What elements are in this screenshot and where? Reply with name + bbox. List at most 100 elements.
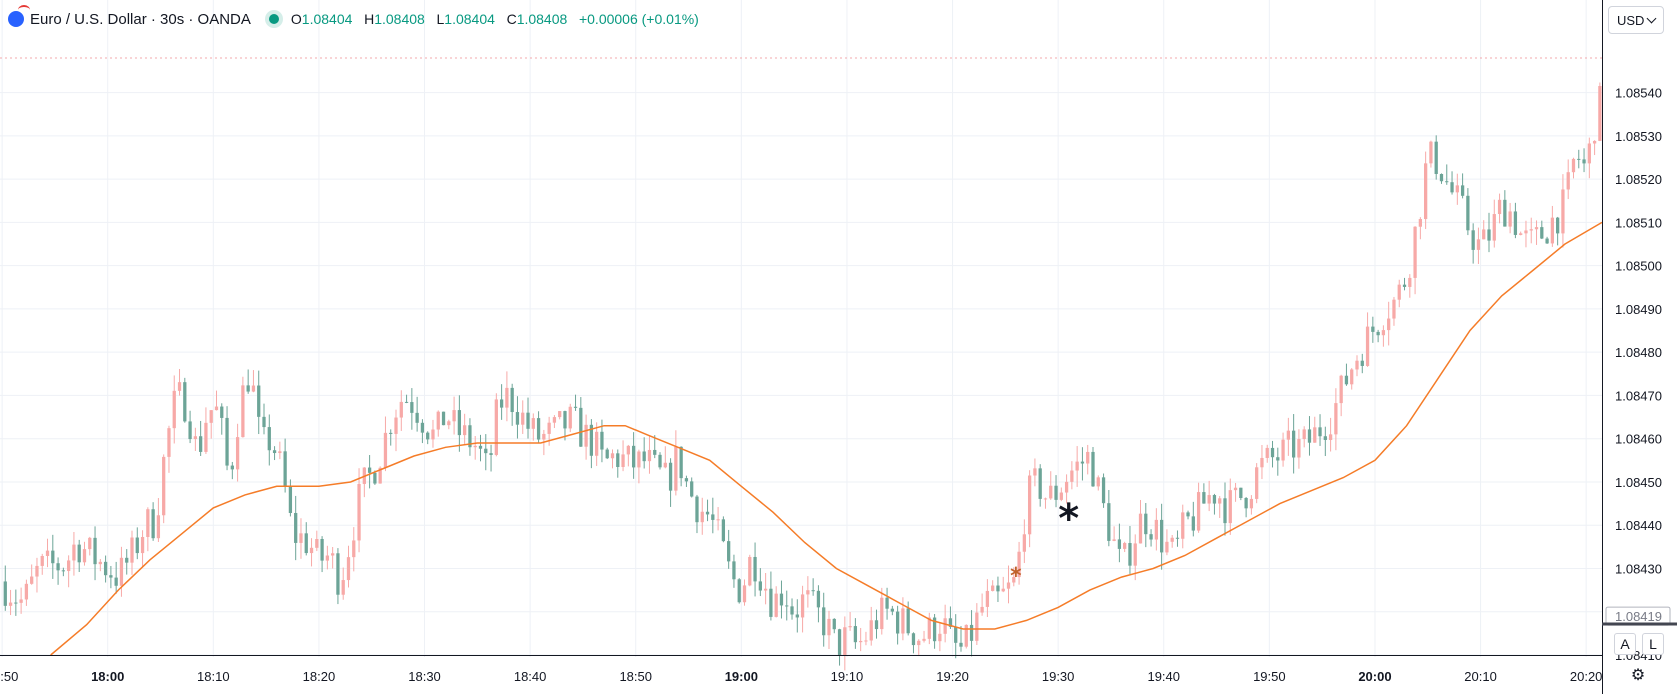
candle	[1392, 296, 1396, 326]
candle	[209, 410, 213, 439]
candle	[40, 553, 44, 575]
candle	[1503, 190, 1507, 227]
price-tick-label: 1.08460	[1615, 432, 1662, 447]
candle	[1091, 446, 1095, 487]
candle	[251, 370, 256, 393]
candle	[114, 561, 118, 594]
candle	[521, 400, 525, 434]
candle	[1086, 444, 1090, 475]
candle	[779, 580, 784, 619]
candle	[811, 578, 815, 596]
candle	[917, 639, 921, 657]
candle	[827, 610, 831, 650]
candle	[415, 396, 419, 432]
time-tick-label: 20:10	[1464, 669, 1497, 684]
currency-selector[interactable]: USD	[1608, 6, 1664, 34]
candle	[563, 410, 567, 441]
candle	[257, 370, 261, 435]
candle	[193, 427, 198, 451]
candle	[1534, 220, 1539, 245]
price-tick-label: 1.08480	[1615, 345, 1662, 360]
candle	[616, 449, 620, 478]
time-tick-label: 18:30	[408, 669, 441, 684]
candle	[1170, 534, 1174, 548]
candle	[1033, 458, 1037, 487]
candle	[463, 413, 467, 445]
time-axis[interactable]: 17:50 18:00 18:10 18:20 18:30 18:40 18:50 19:00…	[0, 655, 1602, 685]
candle	[668, 458, 673, 507]
candle	[795, 599, 799, 633]
log-scale-button[interactable]: L	[1642, 633, 1664, 655]
candle	[1492, 199, 1496, 248]
candle	[235, 423, 240, 482]
candle	[737, 578, 741, 604]
candle	[1376, 329, 1380, 343]
candle	[162, 454, 166, 524]
candle	[922, 630, 926, 643]
candle	[383, 416, 388, 472]
candle	[1080, 447, 1085, 481]
auto-scale-button[interactable]: A	[1614, 633, 1636, 655]
market-open-indicator-icon[interactable]	[268, 14, 279, 24]
candle	[177, 368, 182, 396]
candle	[389, 429, 393, 446]
candle	[1571, 157, 1576, 179]
candle	[1075, 446, 1079, 487]
candle	[806, 576, 810, 608]
candle	[1212, 493, 1217, 515]
moving-average-line	[50, 221, 1603, 656]
time-tick-label: 19:30	[1042, 669, 1075, 684]
asterisk-marker-icon[interactable]: *	[1058, 496, 1079, 542]
candle	[294, 495, 298, 561]
candle	[35, 557, 39, 593]
candle	[82, 541, 87, 566]
candle	[1455, 173, 1459, 205]
candle	[473, 435, 477, 460]
candle	[214, 390, 219, 411]
candle	[325, 545, 330, 570]
candle	[1418, 217, 1422, 240]
candle	[1017, 541, 1021, 585]
candle	[716, 507, 720, 531]
candle	[1265, 444, 1269, 463]
candle	[610, 449, 615, 469]
candle	[315, 530, 319, 552]
candle	[552, 415, 557, 429]
time-tick-label: 19:00	[725, 669, 758, 684]
candle	[262, 403, 266, 435]
candle	[431, 419, 435, 448]
gear-icon[interactable]: ⚙	[1630, 667, 1646, 684]
candle	[822, 592, 826, 647]
candle	[447, 419, 451, 430]
candle	[367, 455, 372, 489]
candle	[1471, 223, 1475, 264]
candle	[1133, 534, 1137, 581]
candle	[975, 603, 979, 645]
candle	[980, 593, 984, 616]
candle	[1402, 277, 1407, 291]
candle	[1223, 482, 1227, 536]
candle	[890, 605, 894, 616]
candle	[790, 598, 794, 620]
asterisk-marker-icon[interactable]: *	[1010, 564, 1022, 589]
candle	[1592, 140, 1597, 156]
candle	[959, 626, 963, 652]
candle	[621, 440, 625, 472]
candle	[1371, 316, 1375, 343]
symbol-title[interactable]: Euro / U.S. Dollar · 30s · OANDA	[30, 10, 251, 28]
candle	[637, 449, 641, 484]
candle	[172, 375, 176, 444]
price-axis[interactable]: 1.08540 1.08530 1.08520 1.08510 1.08500 1.084…	[1602, 0, 1677, 694]
candle	[304, 522, 308, 556]
candle	[457, 395, 462, 452]
candle	[1598, 82, 1602, 142]
candle	[283, 438, 287, 493]
candle	[426, 431, 430, 445]
candle	[1497, 193, 1502, 224]
candle	[1175, 530, 1180, 547]
time-tick-label: 17:50	[0, 669, 18, 684]
candle	[8, 589, 13, 616]
candle	[140, 530, 145, 567]
euro-dollar-flag-icon	[8, 5, 30, 27]
